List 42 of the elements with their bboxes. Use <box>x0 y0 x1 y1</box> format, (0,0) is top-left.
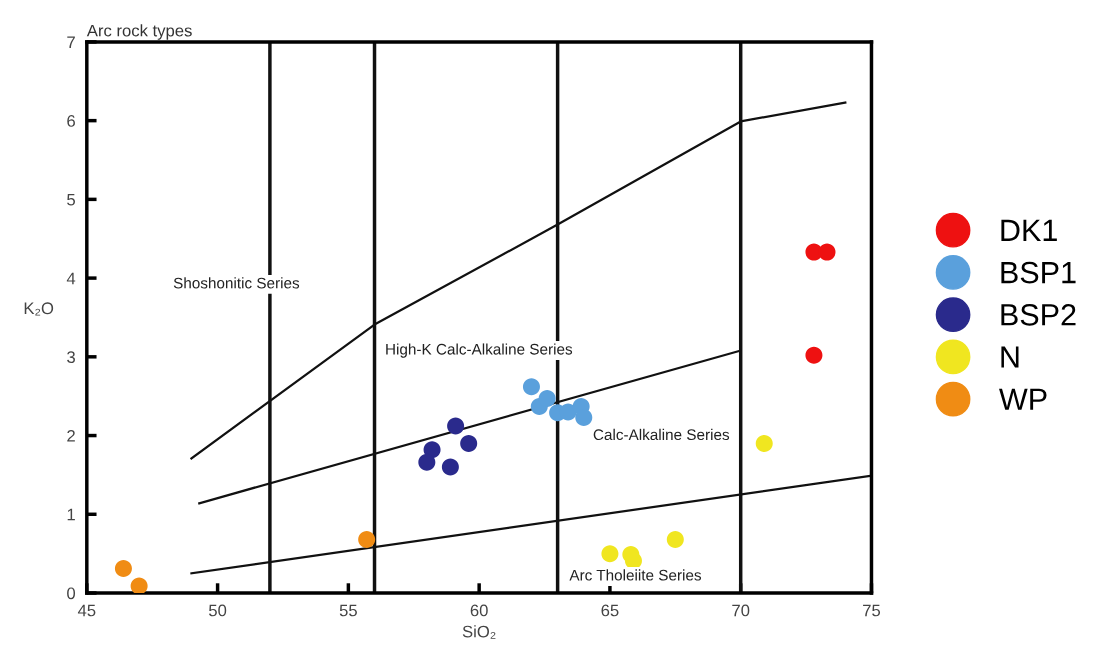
point <box>114 560 132 578</box>
legend-label: BSP1 <box>1001 261 1076 284</box>
point <box>601 545 619 563</box>
point <box>755 434 773 452</box>
point <box>818 243 836 261</box>
x-tick-label: 75 <box>863 604 881 617</box>
x-tick-label: 50 <box>208 604 227 617</box>
y-tick-label: 1 <box>67 508 75 521</box>
y-tick-label: 7 <box>67 36 75 48</box>
y-tick-label: 2 <box>67 429 75 442</box>
point <box>358 530 376 548</box>
point <box>575 408 593 426</box>
legend-label: N <box>1001 346 1019 368</box>
point <box>522 378 540 396</box>
x-axis-title: SiO₂ <box>462 625 496 639</box>
x-tick-label: 70 <box>732 604 750 617</box>
point <box>666 530 684 548</box>
annotation: High-K Calc-Alkaline Series <box>386 343 573 358</box>
point <box>130 577 148 594</box>
point <box>805 346 823 364</box>
y-tick-label: 6 <box>67 115 75 127</box>
y-tick-label: 5 <box>67 193 75 206</box>
point <box>418 453 436 471</box>
legend-label: WP <box>999 388 1047 410</box>
point <box>447 417 465 435</box>
y-tick-label: 3 <box>67 351 75 364</box>
annotation: Arc Tholeiite Series <box>569 569 702 581</box>
y-tick-label: 4 <box>66 272 76 285</box>
x-tick-label: 55 <box>339 604 357 617</box>
legend-label: BSP2 <box>1001 304 1076 326</box>
x-tick-label: 60 <box>470 604 488 617</box>
y-axis-title: K₂O <box>24 302 54 316</box>
x-tick-label: 45 <box>77 604 96 617</box>
legend-label: DK1 <box>1001 219 1057 241</box>
point <box>441 458 459 476</box>
x-tick-label: 65 <box>601 604 619 617</box>
annotation: Shoshonitic Series <box>173 277 300 289</box>
y-tick-label: 0 <box>67 587 76 600</box>
point <box>538 390 556 408</box>
chart-title: Arc rock types <box>86 24 192 40</box>
point <box>460 434 478 452</box>
annotation: Calc-Alkaline Series <box>593 428 730 441</box>
